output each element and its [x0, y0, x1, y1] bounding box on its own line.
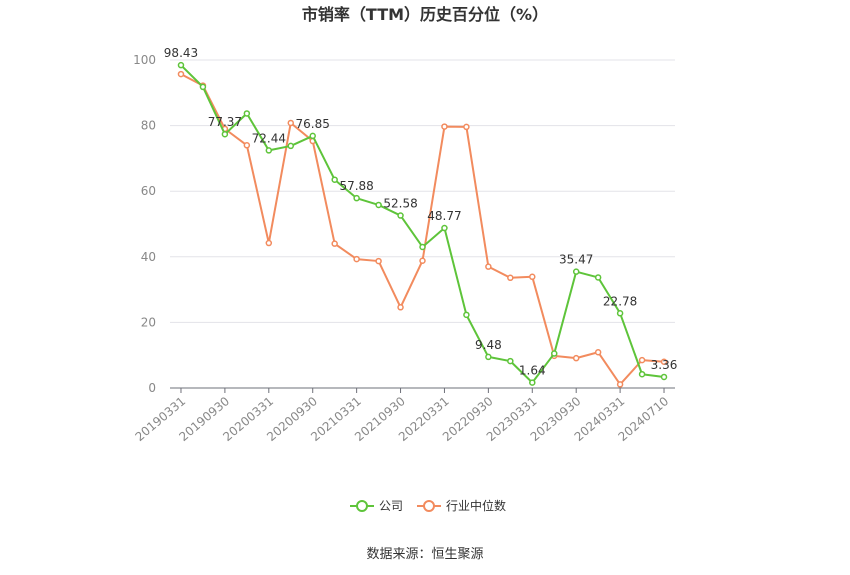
data-label: 57.88 — [339, 179, 373, 193]
data-label: 48.77 — [427, 209, 461, 223]
data-point — [309, 132, 316, 140]
data-point — [441, 123, 448, 130]
data-point — [397, 212, 404, 219]
data-point — [353, 255, 360, 263]
data-label: 76.85 — [296, 117, 330, 131]
data-point — [265, 147, 273, 154]
legend-label: 行业中位数 — [446, 498, 506, 513]
data-point — [243, 110, 251, 117]
data-point — [572, 354, 580, 362]
data-point — [660, 358, 668, 366]
legend-item-company[interactable]: 公司 — [350, 499, 403, 513]
y-tick-label: 80 — [141, 119, 156, 133]
series-industry-median — [177, 70, 668, 388]
data-point — [550, 350, 558, 357]
series-layer — [177, 61, 668, 388]
legend-marker — [356, 500, 368, 512]
data-point — [485, 263, 492, 270]
data-point — [594, 348, 602, 356]
data-point — [177, 70, 185, 78]
legend-marker — [423, 500, 435, 512]
data-point — [441, 224, 448, 232]
data-point — [243, 142, 251, 149]
data-point — [485, 353, 492, 361]
grid-lines — [170, 59, 675, 323]
data-point — [507, 274, 514, 282]
y-tick-label: 0 — [148, 381, 156, 395]
data-label: 52.58 — [383, 197, 417, 211]
legend-item-industry-median[interactable]: 行业中位数 — [417, 498, 506, 513]
data-label: 35.47 — [559, 253, 593, 267]
data-point — [572, 268, 580, 275]
y-axis: 0 20 40 60 80 100 — [133, 53, 156, 395]
data-point — [287, 119, 295, 127]
data-point — [287, 142, 295, 150]
data-point — [463, 311, 470, 319]
data-point — [463, 123, 470, 131]
data-point — [199, 83, 207, 91]
data-point — [419, 243, 426, 251]
data-point — [529, 379, 536, 386]
data-label: 72.44 — [252, 131, 286, 145]
data-point — [375, 201, 382, 209]
legend-label: 公司 — [379, 499, 403, 513]
data-point — [638, 356, 646, 364]
data-point — [594, 274, 602, 281]
y-tick-label: 20 — [141, 315, 156, 329]
data-point — [638, 370, 646, 378]
data-label: 9.48 — [475, 338, 502, 352]
series-company — [177, 61, 668, 386]
data-point — [616, 310, 624, 317]
data-point — [507, 357, 514, 365]
data-point — [375, 257, 382, 265]
data-label: 1.64 — [519, 364, 546, 378]
x-axis: 2019033120190930202003312020093020210331… — [133, 387, 675, 444]
data-label: 3.36 — [651, 358, 678, 372]
chart-title: 市销率（TTM）历史百分位（%） — [302, 5, 548, 24]
data-point — [221, 130, 229, 138]
source-note: 数据来源：恒生聚源 — [366, 547, 483, 562]
legend[interactable]: 公司 行业中位数 — [350, 498, 506, 513]
data-point — [419, 257, 426, 264]
data-point — [331, 240, 338, 247]
series-line — [180, 64, 665, 384]
data-point — [177, 61, 185, 69]
data-point — [529, 273, 536, 281]
data-label: 98.43 — [164, 46, 198, 60]
data-point — [353, 194, 360, 202]
y-tick-label: 40 — [141, 250, 156, 264]
data-label: 77.37 — [208, 115, 242, 129]
y-tick-label: 100 — [133, 53, 156, 67]
data-labels: 98.43 77.37 72.44 76.85 57.88 52.58 48.77 9.48 1… — [164, 46, 678, 377]
series-line — [180, 73, 665, 386]
data-point — [616, 381, 624, 388]
data-point — [660, 373, 668, 381]
data-point — [331, 176, 338, 183]
data-point — [397, 304, 404, 311]
data-label: 22.78 — [603, 294, 637, 308]
y-tick-label: 60 — [141, 184, 156, 198]
data-point — [265, 239, 273, 247]
